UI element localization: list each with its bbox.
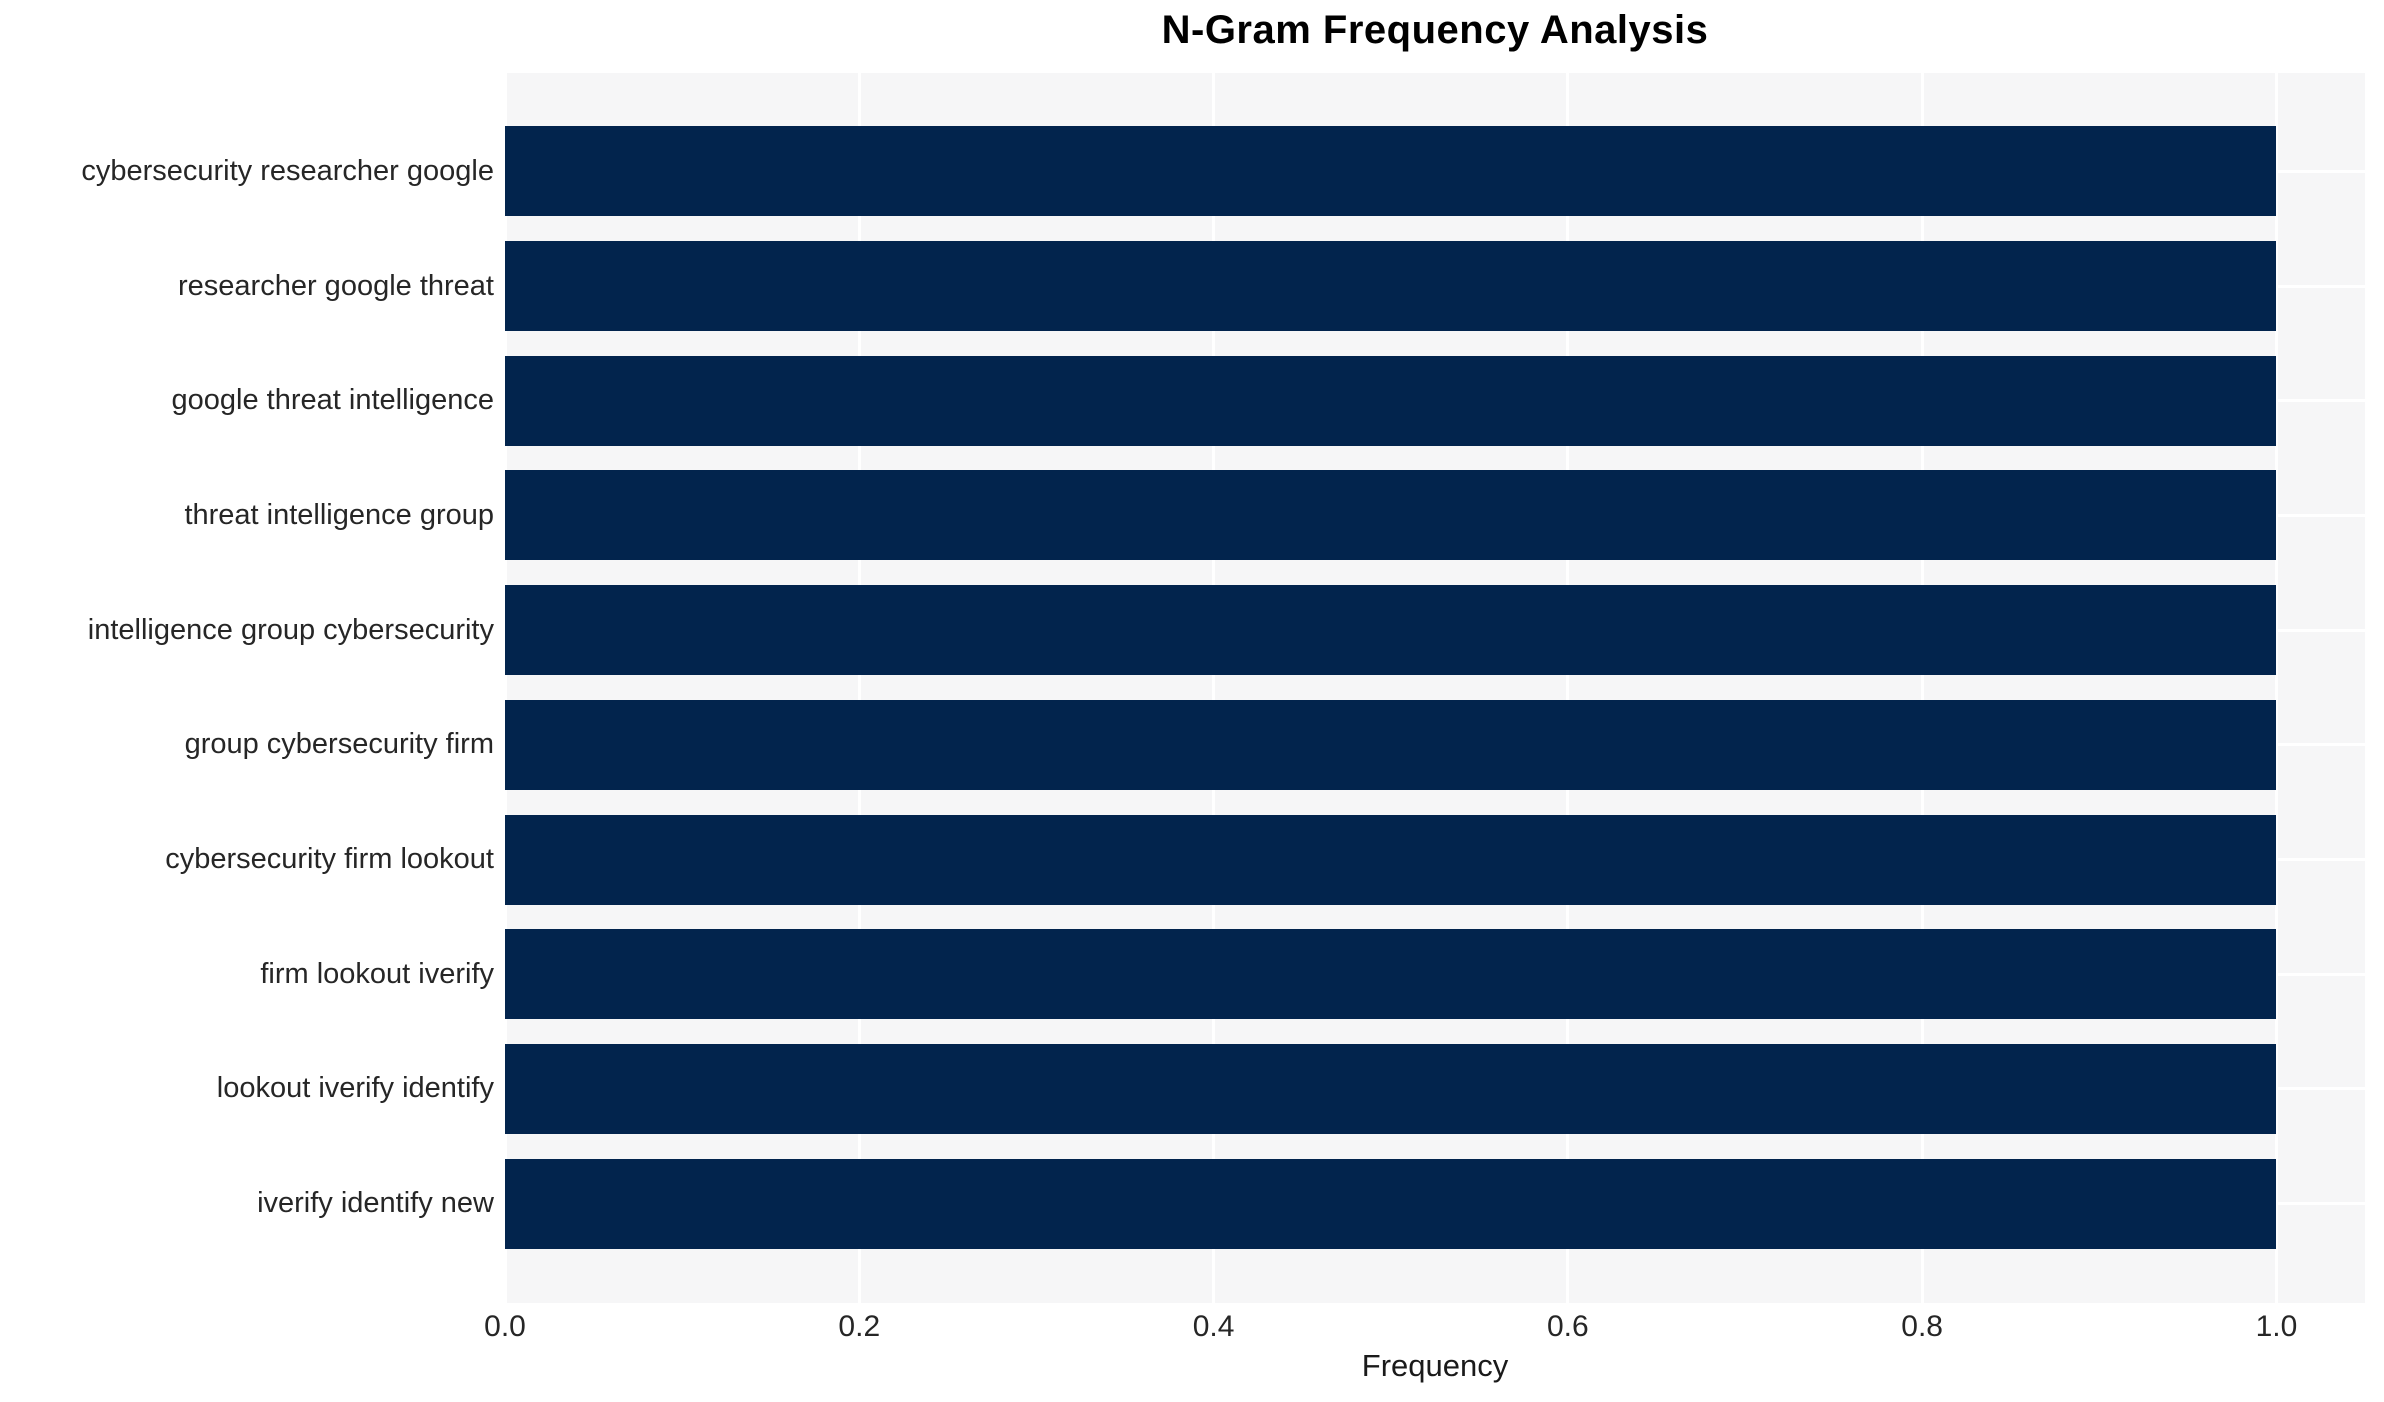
bar-track	[505, 802, 2365, 917]
x-tick-label: 0.8	[1901, 1310, 1943, 1343]
bar-row: iverify identify new	[0, 1146, 2365, 1261]
y-tick-label: researcher google threat	[178, 269, 494, 302]
vertical-gridline	[1566, 73, 1570, 1303]
bar-row: lookout iverify identify	[0, 1032, 2365, 1147]
frequency-bar	[505, 1043, 2277, 1134]
bar-track	[505, 688, 2365, 803]
y-tick-label: firm lookout iverify	[260, 957, 494, 990]
frequency-bar	[505, 585, 2277, 676]
bar-row: google threat intelligence	[0, 343, 2365, 458]
x-tick-label: 0.6	[1546, 1310, 1589, 1343]
x-axis-title: Frequency	[1361, 1348, 1509, 1383]
y-tick-label: cybersecurity researcher google	[81, 154, 494, 187]
y-tick-label: iverify identify new	[257, 1187, 494, 1220]
y-tick-label: intelligence group cybersecurity	[87, 613, 494, 646]
bar-row: intelligence group cybersecurity	[0, 573, 2365, 688]
x-tick-label: 0.2	[838, 1310, 881, 1343]
frequency-bar	[505, 814, 2277, 905]
vertical-gridline	[503, 73, 507, 1303]
bar-track	[505, 343, 2365, 458]
vertical-gridline	[857, 73, 861, 1303]
bar-row: threat intelligence group	[0, 458, 2365, 573]
x-axis-ticks: 0.0 0.2 0.4 0.6 0.8 1.0	[484, 1310, 2365, 1346]
frequency-bar	[505, 699, 2277, 790]
chart-body: cybersecurity researcher google researche…	[0, 73, 2365, 1303]
frequency-bar	[505, 355, 2277, 446]
bar-track	[505, 114, 2365, 229]
bar-track	[505, 229, 2365, 344]
x-tick-label: 0.0	[484, 1310, 526, 1343]
bar-track	[505, 1032, 2365, 1147]
y-tick-label: cybersecurity firm lookout	[165, 843, 494, 876]
y-tick-label: google threat intelligence	[171, 384, 494, 417]
vertical-gridline	[1212, 73, 1216, 1303]
frequency-bar	[505, 1158, 2277, 1249]
bar-rows: cybersecurity researcher google researche…	[0, 73, 2365, 1303]
y-tick-label: threat intelligence group	[184, 498, 494, 531]
bar-track	[505, 917, 2365, 1032]
bar-row: group cybersecurity firm	[0, 688, 2365, 803]
vertical-gridline	[2274, 73, 2278, 1303]
x-tick-label: 1.0	[2255, 1310, 2298, 1343]
y-tick-label: group cybersecurity firm	[184, 728, 494, 761]
frequency-bar	[505, 470, 2277, 561]
bar-row: firm lookout iverify	[0, 917, 2365, 1032]
bar-row: cybersecurity researcher google	[0, 114, 2365, 229]
y-tick-label: lookout iverify identify	[216, 1072, 494, 1105]
bar-track	[505, 573, 2365, 688]
vertical-gridline	[1920, 73, 1924, 1303]
bar-track	[505, 458, 2365, 573]
frequency-bar	[505, 929, 2277, 1020]
bar-row: cybersecurity firm lookout	[0, 802, 2365, 917]
bar-row: researcher google threat	[0, 229, 2365, 344]
x-tick-label: 0.4	[1192, 1310, 1235, 1343]
chart-title: N-Gram Frequency Analysis	[1161, 8, 1709, 52]
frequency-bar	[505, 241, 2277, 332]
bar-track	[505, 1146, 2365, 1261]
frequency-bar	[505, 126, 2277, 217]
